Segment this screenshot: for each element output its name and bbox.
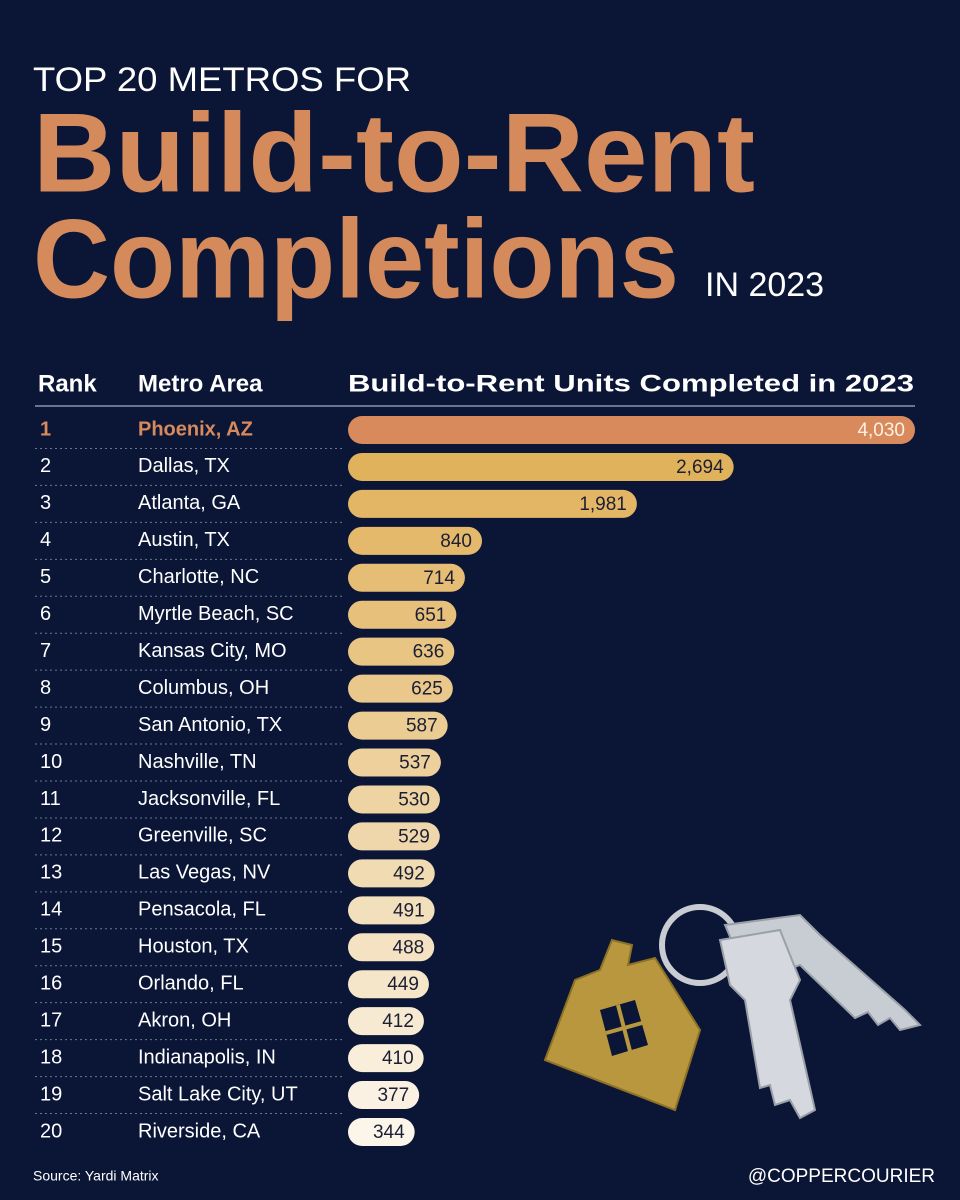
value-label: 625 (411, 679, 443, 700)
bar (348, 859, 435, 888)
rank: 4 (40, 529, 51, 551)
value-label: 587 (406, 716, 438, 737)
column-header: Rank (38, 370, 97, 397)
bar (348, 1118, 415, 1146)
metro-name: Indianapolis, IN (138, 1046, 276, 1068)
rank: 8 (40, 677, 51, 699)
value-label: 651 (415, 605, 447, 626)
bar (348, 1081, 420, 1110)
value-label: 410 (382, 1048, 414, 1069)
bar (348, 416, 915, 444)
rank: 20 (40, 1120, 62, 1142)
rank: 2 (40, 455, 51, 477)
rank: 17 (40, 1009, 62, 1031)
metro-name: Columbus, OH (138, 677, 269, 699)
rank: 1 (40, 418, 51, 440)
rank: 11 (40, 788, 61, 810)
metro-name: Jacksonville, FL (138, 788, 280, 810)
value-label: 377 (377, 1085, 409, 1106)
metro-name: Charlotte, NC (138, 566, 259, 588)
bar (348, 489, 637, 518)
bar (348, 785, 440, 814)
rank: 16 (40, 972, 62, 994)
value-label: 449 (387, 974, 419, 995)
rank: 19 (40, 1083, 62, 1105)
rank: 9 (40, 714, 51, 736)
value-label: 714 (423, 568, 455, 589)
bar (348, 711, 448, 740)
rank: 18 (40, 1046, 62, 1068)
metro-name: San Antonio, TX (138, 714, 282, 736)
rank: 14 (40, 899, 62, 921)
bar (348, 1007, 424, 1036)
metro-name: Orlando, FL (138, 972, 244, 994)
bar (348, 822, 440, 851)
rank: 10 (40, 751, 62, 773)
kicker: TOP 20 METROS FOR (33, 61, 411, 99)
rank: 6 (40, 603, 51, 625)
value-label: 344 (373, 1122, 405, 1143)
rank: 12 (40, 825, 62, 847)
rank: 15 (40, 936, 62, 958)
metro-name: Salt Lake City, UT (138, 1083, 298, 1105)
bar (348, 933, 435, 962)
bar (348, 637, 455, 666)
value-label: 529 (398, 826, 430, 847)
rank: 7 (40, 640, 51, 662)
value-label: 492 (393, 863, 425, 884)
metro-name: Austin, TX (138, 529, 230, 551)
bar (348, 674, 453, 703)
metro-name: Greenville, SC (138, 825, 267, 847)
metro-name: Phoenix, AZ (138, 418, 253, 440)
bar (348, 563, 465, 592)
value-label: 491 (393, 900, 425, 921)
bar (348, 452, 734, 481)
value-label: 1,981 (579, 494, 627, 515)
column-header: Metro Area (138, 370, 263, 397)
metro-name: Dallas, TX (138, 455, 230, 477)
metro-name: Las Vegas, NV (138, 862, 271, 884)
bar (348, 970, 429, 999)
bar (348, 526, 483, 555)
key (718, 928, 817, 1120)
source: Source: Yardi Matrix (33, 1168, 159, 1184)
value-label: 537 (399, 753, 431, 774)
window-bar (605, 1021, 643, 1035)
metro-name: Pensacola, FL (138, 899, 266, 921)
bar (348, 748, 441, 777)
metro-name: Houston, TX (138, 936, 249, 958)
title-suffix: IN 2023 (705, 266, 824, 304)
rank: 5 (40, 566, 51, 588)
rows: 1 Phoenix, AZ 4,030 2 Dallas, TX 2,694 3 Atlant… (35, 416, 915, 1146)
value-label: 840 (440, 531, 472, 552)
bar (348, 1044, 424, 1073)
metro-name: Akron, OH (138, 1009, 231, 1031)
metro-name: Kansas City, MO (138, 640, 287, 662)
value-label: 412 (382, 1011, 414, 1032)
credit: @COPPERCOURIER (748, 1166, 935, 1187)
metro-name: Atlanta, GA (138, 492, 241, 514)
value-label: 4,030 (857, 420, 905, 441)
value-label: 488 (393, 937, 425, 958)
rank: 3 (40, 492, 51, 514)
metro-name: Riverside, CA (138, 1120, 261, 1142)
bar (348, 896, 435, 925)
title-line: Completions (33, 197, 679, 322)
bar (348, 600, 457, 629)
keys-illustration (543, 904, 922, 1120)
value-label: 530 (398, 789, 430, 810)
value-label: 636 (413, 642, 445, 663)
value-label: 2,694 (676, 457, 724, 478)
metro-name: Myrtle Beach, SC (138, 603, 294, 625)
column-header: Build-to-Rent Units Completed in 2023 (348, 370, 914, 397)
title-line: Build-to-Rent (33, 91, 755, 216)
rank: 13 (40, 862, 62, 884)
metro-name: Nashville, TN (138, 751, 257, 773)
